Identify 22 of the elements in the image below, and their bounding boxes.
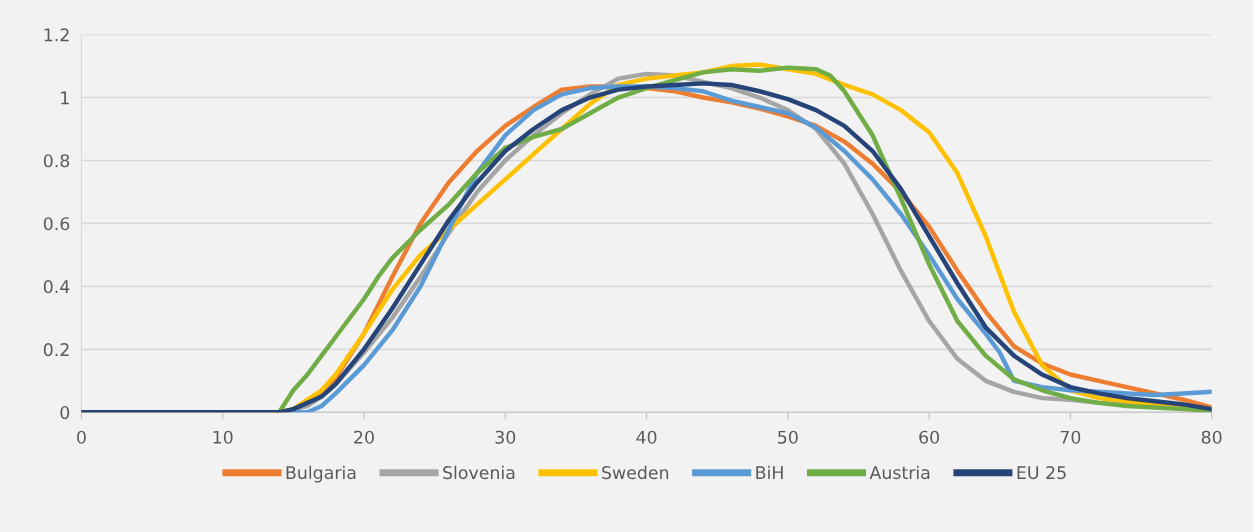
legend-label: Bulgaria bbox=[286, 465, 356, 483]
legend-label: Austria bbox=[869, 465, 930, 480]
x-tick-label: 30 bbox=[495, 430, 516, 444]
x-tick-label: 70 bbox=[1060, 430, 1081, 444]
y-tick-label: 0.6 bbox=[43, 217, 70, 231]
x-tick-label: 20 bbox=[354, 430, 374, 444]
x-tick-label: 10 bbox=[213, 430, 233, 444]
y-tick-label: 0.8 bbox=[43, 154, 70, 168]
x-tick-label: 0 bbox=[77, 430, 86, 444]
x-tick-label: 40 bbox=[636, 430, 657, 444]
y-tick-label: 1.2 bbox=[44, 28, 69, 42]
legend-label: BiH bbox=[756, 465, 783, 479]
y-tick-label: 0 bbox=[60, 406, 70, 420]
x-tick-label: 50 bbox=[778, 430, 798, 444]
y-tick-label: 0.4 bbox=[43, 280, 70, 294]
y-tick-label: 0.2 bbox=[43, 343, 69, 357]
legend-label: Slovenia bbox=[443, 465, 515, 480]
y-tick-label: 1 bbox=[61, 91, 69, 105]
legend-label: EU 25 bbox=[1017, 466, 1066, 480]
x-tick-label: 60 bbox=[919, 430, 939, 444]
x-tick-label: 80 bbox=[1201, 430, 1222, 444]
legend-label: Sweden bbox=[602, 465, 669, 480]
